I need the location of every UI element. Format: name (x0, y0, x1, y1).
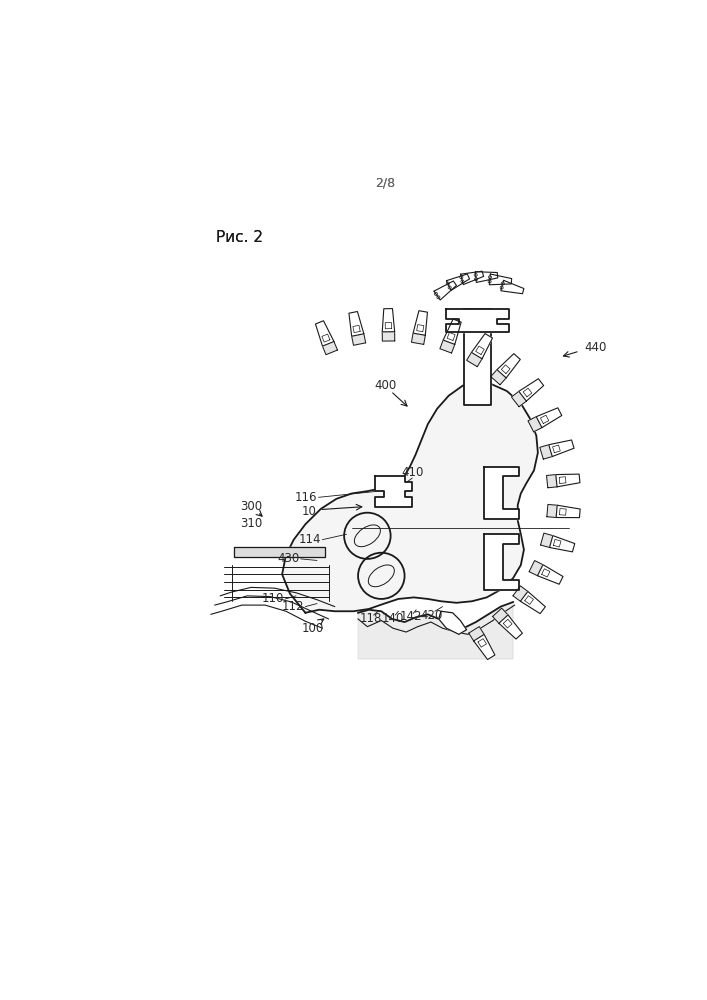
Polygon shape (547, 475, 557, 488)
Polygon shape (513, 586, 528, 601)
Polygon shape (464, 309, 491, 405)
Polygon shape (519, 379, 544, 401)
Polygon shape (475, 272, 498, 282)
Text: 410: 410 (401, 466, 423, 479)
Text: 300: 300 (240, 500, 262, 513)
Polygon shape (315, 321, 334, 346)
Text: 118: 118 (360, 612, 382, 625)
Polygon shape (501, 280, 524, 294)
Text: 310: 310 (240, 517, 262, 530)
Polygon shape (434, 281, 457, 300)
Text: 116: 116 (295, 491, 317, 504)
Text: 110: 110 (262, 592, 284, 605)
Polygon shape (499, 615, 522, 639)
Text: 100: 100 (302, 622, 325, 635)
Polygon shape (528, 417, 542, 432)
Polygon shape (443, 319, 461, 344)
Polygon shape (349, 312, 364, 336)
Polygon shape (472, 334, 493, 359)
Text: 10: 10 (302, 505, 317, 518)
Polygon shape (537, 408, 562, 428)
Polygon shape (491, 370, 506, 385)
Polygon shape (497, 354, 520, 378)
Polygon shape (537, 565, 563, 584)
Polygon shape (541, 533, 553, 547)
Polygon shape (375, 476, 412, 507)
Polygon shape (282, 382, 538, 613)
Text: Рис. 2: Рис. 2 (216, 230, 263, 245)
Polygon shape (358, 602, 513, 659)
Polygon shape (440, 340, 455, 353)
Polygon shape (469, 627, 484, 641)
Text: 400: 400 (374, 379, 397, 392)
Polygon shape (474, 634, 495, 660)
Polygon shape (382, 309, 395, 332)
Polygon shape (549, 536, 575, 552)
Polygon shape (446, 309, 509, 332)
Polygon shape (446, 274, 469, 290)
Text: 420: 420 (421, 609, 443, 622)
Polygon shape (556, 505, 580, 518)
Polygon shape (411, 333, 426, 344)
Text: 430: 430 (277, 552, 299, 565)
Polygon shape (489, 274, 512, 285)
Polygon shape (493, 608, 508, 623)
Polygon shape (322, 341, 337, 355)
Polygon shape (556, 474, 580, 487)
Text: 142: 142 (399, 610, 422, 623)
Polygon shape (549, 440, 574, 457)
Text: 112: 112 (281, 600, 304, 613)
Polygon shape (413, 311, 428, 335)
Text: 440: 440 (585, 341, 607, 354)
Polygon shape (382, 332, 395, 341)
Polygon shape (511, 391, 527, 407)
Polygon shape (484, 466, 518, 519)
Text: 2/8: 2/8 (375, 177, 395, 190)
Polygon shape (520, 591, 545, 614)
Text: 2/8: 2/8 (375, 177, 395, 190)
Polygon shape (234, 547, 325, 557)
Text: 140: 140 (382, 612, 404, 625)
Polygon shape (484, 534, 518, 590)
Polygon shape (547, 504, 557, 518)
Polygon shape (351, 334, 366, 345)
Text: 114: 114 (298, 533, 321, 546)
Polygon shape (460, 271, 484, 285)
Polygon shape (438, 611, 467, 634)
Polygon shape (529, 561, 543, 576)
Text: Рис. 2: Рис. 2 (216, 230, 263, 245)
Polygon shape (467, 352, 482, 367)
Polygon shape (540, 445, 552, 459)
